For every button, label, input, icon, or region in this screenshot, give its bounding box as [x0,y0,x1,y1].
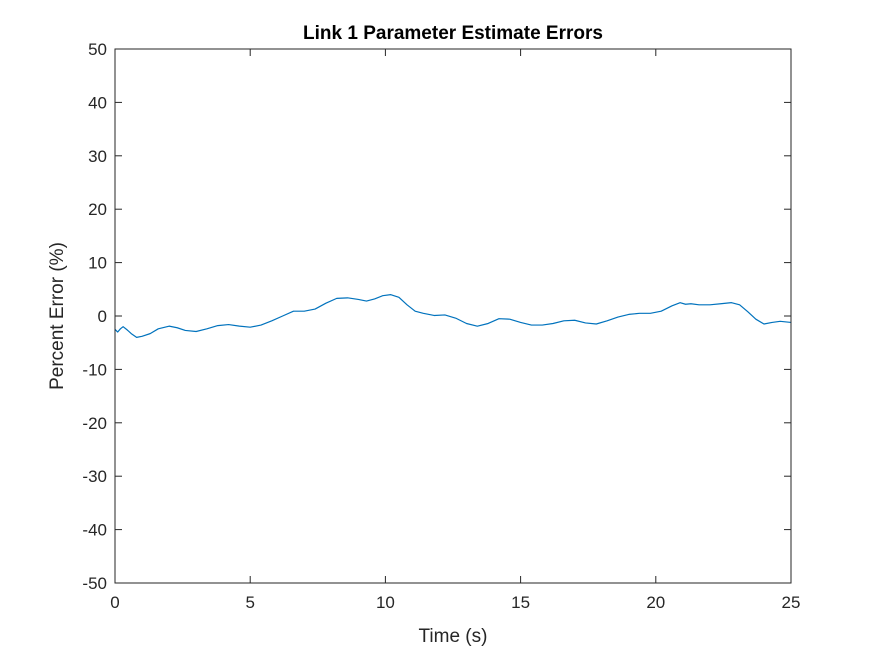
chart-title: Link 1 Parameter Estimate Errors [303,23,603,44]
y-tick-label: -50 [82,574,107,593]
x-axis-label: Time (s) [419,626,488,647]
y-axis-label: Percent Error (%) [47,242,68,390]
series-layer [114,294,792,338]
x-tick-label: 10 [376,593,395,612]
y-tick-label: 0 [98,307,107,326]
x-tick-label: 5 [245,593,254,612]
x-tick-label: 25 [782,593,801,612]
plot-area [115,49,791,583]
y-tick-label: 50 [88,40,107,59]
y-ticks: 50 40 30 20 10 0 -10 -20 -30 -40 -50 [82,40,791,593]
y-tick-label: -40 [82,521,107,540]
y-tick-label: 10 [88,254,107,273]
x-tick-label: 0 [110,593,119,612]
y-tick-label: -10 [82,360,107,379]
y-tick-label: -30 [82,467,107,486]
y-tick-label: 30 [88,147,107,166]
series-line [114,294,792,338]
x-ticks: 0 5 10 15 20 25 [110,49,800,612]
x-tick-label: 20 [646,593,665,612]
y-tick-label: 40 [88,93,107,112]
y-tick-label: 20 [88,200,107,219]
y-tick-label: -20 [82,414,107,433]
x-tick-label: 15 [511,593,530,612]
